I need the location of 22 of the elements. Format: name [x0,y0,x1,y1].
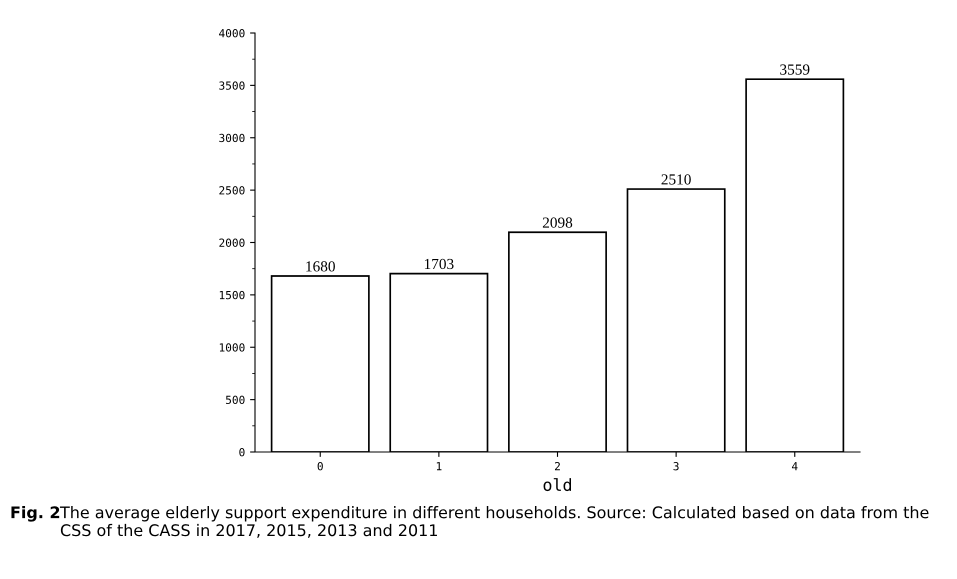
x-tick-label: 2 [554,462,560,470]
x-tick-label: 4 [792,462,798,470]
data-label: 2510 [662,174,691,185]
text: The average elderly support expenditure in different households. Source: Calculated based on data from the CSS of the CASS in 2017, 2015, 2013 and 2011 [60,506,929,538]
x-axis-title: old [544,478,571,492]
y-tick-label: 0 [239,448,245,456]
data-label: 2098 [542,217,572,228]
y-tick-label: 500 [226,396,245,404]
y-tick-label: 3500 [219,81,245,90]
x-tick-label: 3 [674,462,679,470]
y-tick-label: 2000 [219,238,245,247]
data-label: 3559 [780,64,810,75]
y-tick-label: 1000 [220,343,245,352]
x-tick-label: 0 [318,462,323,470]
data-label: 1680 [306,261,335,272]
caption: Fig. 2 [11,506,60,522]
y-tick-label: 2500 [219,186,245,195]
y-tick-label: 1500 [220,290,245,300]
x-tick-label: 1 [436,462,442,470]
y-tick-label: 3000 [219,134,245,142]
y-tick-label: 4000 [219,29,245,38]
data-label: 1703 [424,258,454,270]
